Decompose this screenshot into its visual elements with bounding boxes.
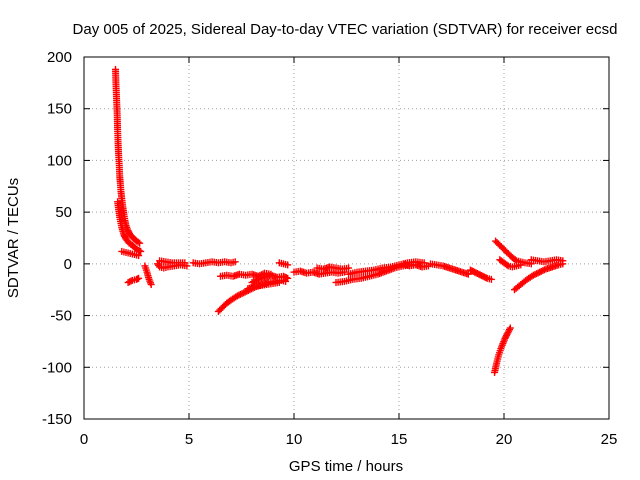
y-axis-label: SDTVAR / TECUs	[5, 178, 22, 298]
x-axis-label: GPS time / hours	[289, 458, 403, 475]
y-tick-label: -100	[42, 359, 72, 376]
y-tick-label: 100	[47, 152, 72, 169]
data-point	[531, 270, 539, 278]
data-point	[284, 261, 292, 269]
series-arc-w	[527, 256, 567, 266]
series-arc-k	[275, 259, 292, 269]
data-point	[345, 264, 353, 272]
data-point	[503, 330, 511, 338]
data-point	[536, 268, 544, 276]
data-point	[511, 256, 519, 264]
data-point	[504, 329, 512, 337]
chart-title: Day 005 of 2025, Sidereal Day-to-day VTE…	[73, 21, 618, 38]
axis-ticks: 0 5 10 15 20 25 -150 -100 -50 0 50 100 150 200	[42, 49, 617, 448]
data-point	[284, 274, 292, 282]
series-arc-c	[141, 262, 155, 289]
series-arc-t	[492, 237, 535, 268]
data-point	[534, 269, 542, 277]
series-arc-q	[427, 260, 472, 278]
data-point	[136, 239, 144, 247]
series-spike-low	[114, 198, 145, 255]
data-point	[517, 261, 525, 269]
data-point	[135, 274, 143, 282]
data-point	[231, 258, 239, 266]
data-point	[236, 290, 244, 298]
x-tick-label: 5	[185, 431, 193, 448]
data-point	[506, 324, 514, 332]
y-tick-label: 150	[47, 101, 72, 118]
data-point	[505, 327, 513, 335]
series-arc-j	[244, 278, 283, 293]
data-point	[134, 238, 142, 246]
data-point	[506, 326, 514, 334]
data-point	[559, 257, 567, 265]
x-tick-label: 0	[80, 431, 88, 448]
data-point	[503, 261, 511, 269]
data-point	[253, 276, 261, 284]
data-point	[539, 267, 547, 275]
series-arc-e	[156, 257, 189, 267]
data-point	[238, 290, 246, 298]
data-point	[240, 289, 248, 297]
x-tick-label: 15	[391, 431, 408, 448]
grid	[84, 57, 609, 419]
series-arc-l	[290, 267, 348, 278]
y-tick-label: 50	[55, 204, 72, 221]
series-arc-b	[124, 274, 143, 286]
data-point	[135, 252, 143, 260]
series-arc-a	[118, 247, 143, 260]
series-arc-r	[466, 266, 495, 283]
y-tick-label: 0	[64, 256, 72, 273]
y-tick-label: 200	[47, 49, 72, 66]
series-arc-p	[399, 260, 432, 271]
x-tick-label: 25	[601, 431, 618, 448]
plot-frame	[83, 56, 610, 420]
data-point	[533, 270, 541, 278]
data-point	[233, 292, 241, 300]
x-tick-label: 20	[496, 431, 513, 448]
data-point	[235, 291, 243, 299]
data-point	[147, 281, 155, 289]
data-point	[487, 275, 495, 283]
series-arc-f	[189, 258, 239, 268]
series-spike	[112, 65, 144, 247]
y-tick-label: -150	[42, 411, 72, 428]
series-arc-m	[313, 263, 353, 273]
series-arc-u	[496, 256, 525, 271]
y-tick-label: -50	[50, 308, 72, 325]
data-point	[251, 277, 259, 285]
data-point	[137, 247, 145, 255]
x-tick-label: 10	[286, 431, 303, 448]
data-point	[464, 270, 472, 278]
data-point	[181, 259, 189, 267]
data-point	[540, 266, 548, 274]
data-point	[537, 267, 545, 275]
data-points	[112, 65, 567, 376]
series-arc-s	[491, 324, 514, 376]
data-point	[529, 271, 537, 279]
data-point	[275, 278, 283, 286]
series-arc-g	[217, 269, 275, 280]
